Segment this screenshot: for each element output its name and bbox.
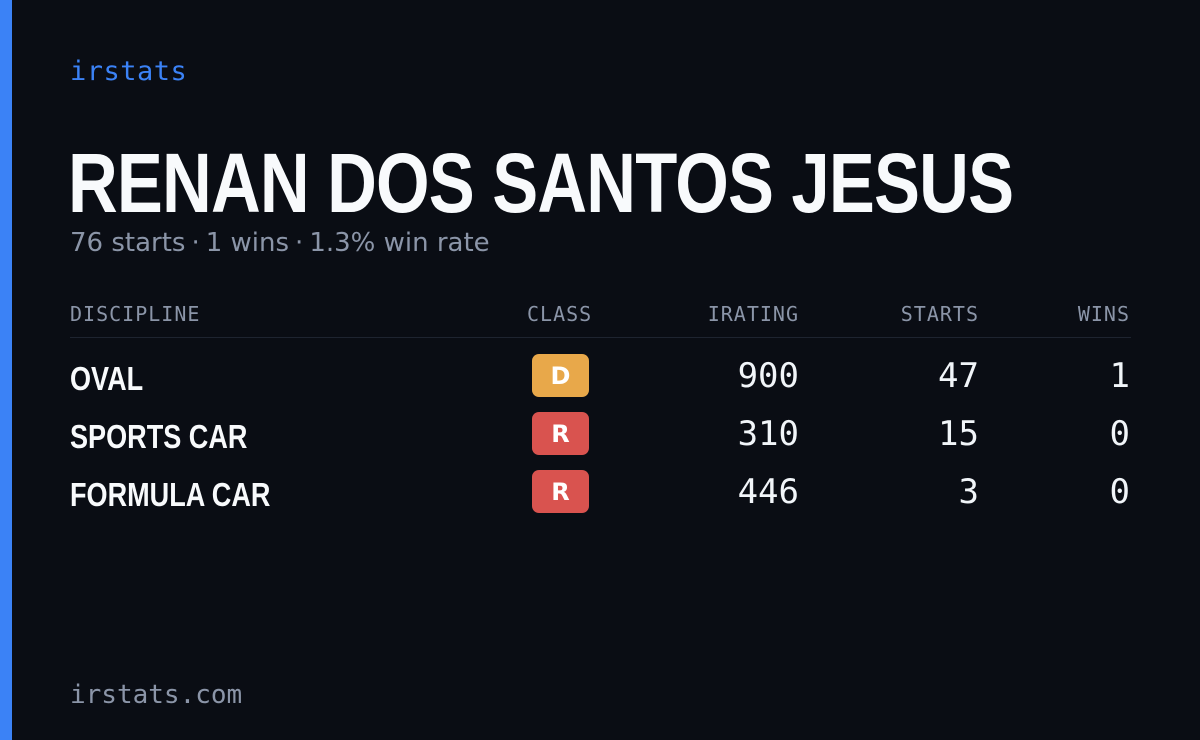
separator-dot: · bbox=[295, 228, 304, 258]
table-divider bbox=[70, 337, 1131, 338]
discipline-name: OVAL bbox=[70, 360, 144, 397]
class-badge: R bbox=[532, 412, 589, 455]
class-badge: R bbox=[532, 470, 589, 513]
accent-bar bbox=[0, 0, 12, 740]
driver-name: RENAN DOS SANTOS JESUS bbox=[68, 136, 1014, 230]
wins-value: 1 bbox=[1109, 356, 1130, 396]
separator-dot: · bbox=[191, 228, 200, 258]
table-row: OVAL D 900 47 1 bbox=[0, 354, 1200, 412]
column-header-discipline: DISCIPLINE bbox=[70, 302, 201, 326]
discipline-name: FORMULA CAR bbox=[70, 476, 271, 513]
class-badge: D bbox=[532, 354, 589, 397]
starts-value: 47 bbox=[938, 356, 979, 396]
table-row: SPORTS CAR R 310 15 0 bbox=[0, 412, 1200, 470]
brand-logo-text: irstats bbox=[70, 56, 188, 87]
wins-value: 0 bbox=[1109, 472, 1130, 512]
wins-summary: 1 wins bbox=[205, 228, 290, 258]
footer-url[interactable]: irstats.com bbox=[70, 680, 243, 710]
driver-summary: 76 starts · 1 wins · 1.3% win rate bbox=[70, 228, 490, 258]
irating-value: 310 bbox=[737, 414, 799, 454]
win-rate-summary: 1.3% win rate bbox=[309, 228, 490, 258]
starts-summary: 76 starts bbox=[70, 228, 186, 258]
irating-value: 900 bbox=[737, 356, 799, 396]
irating-value: 446 bbox=[737, 472, 799, 512]
column-header-starts: STARTS bbox=[900, 302, 979, 326]
wins-value: 0 bbox=[1109, 414, 1130, 454]
table-row: FORMULA CAR R 446 3 0 bbox=[0, 470, 1200, 528]
starts-value: 3 bbox=[958, 472, 979, 512]
column-header-wins: WINS bbox=[1077, 302, 1130, 326]
column-header-class: CLASS bbox=[527, 302, 593, 326]
starts-value: 15 bbox=[938, 414, 979, 454]
discipline-name: SPORTS CAR bbox=[70, 418, 248, 455]
column-header-irating: IRATING bbox=[707, 302, 799, 326]
